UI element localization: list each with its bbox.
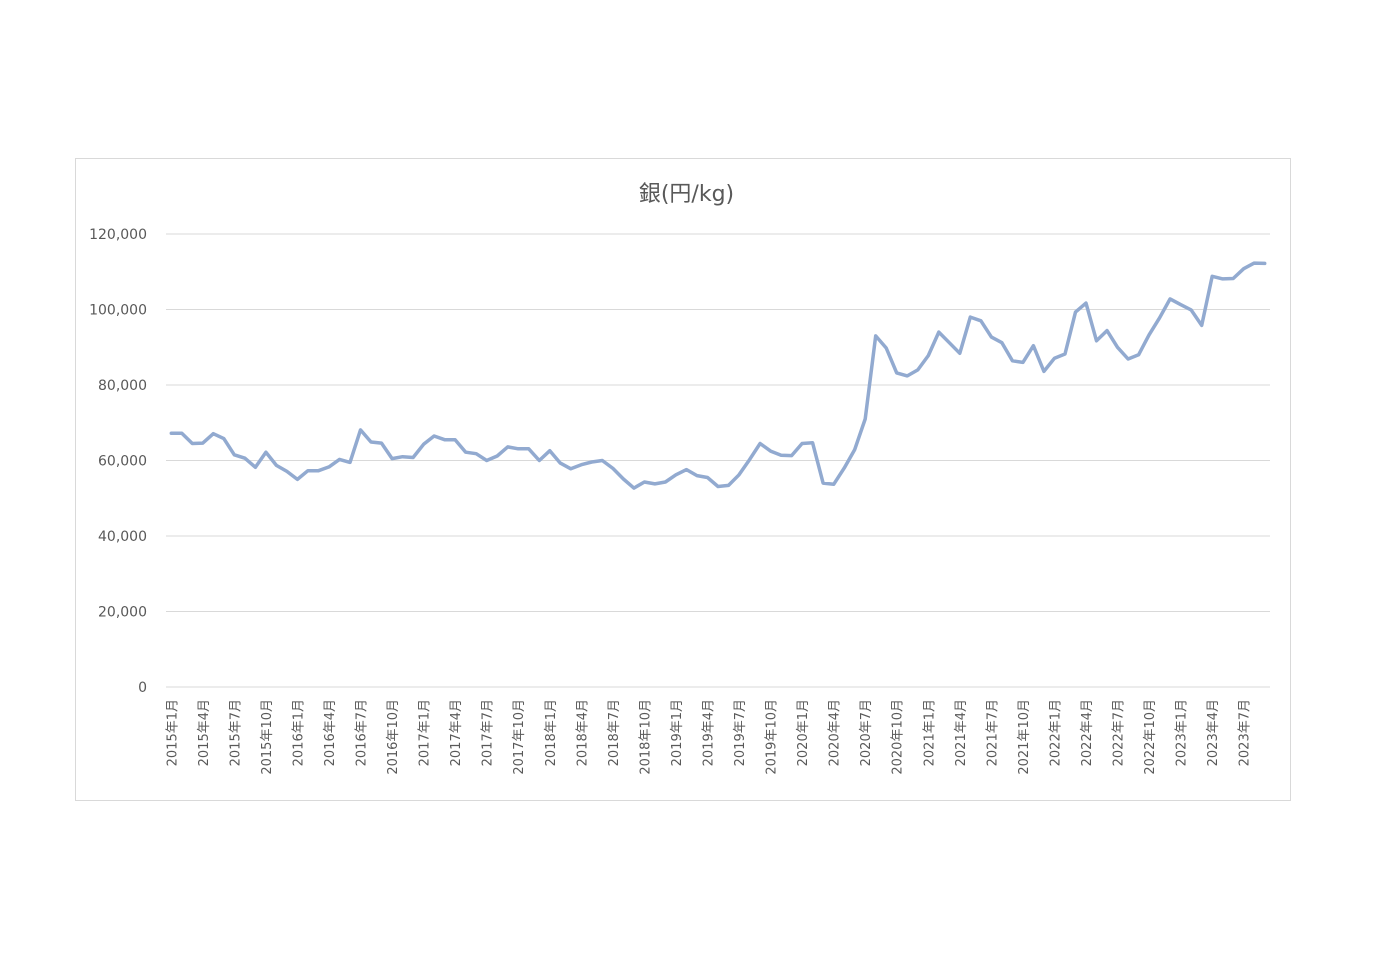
x-tick-label: 2015年4月 (197, 699, 212, 766)
x-tick-label: 2022年7月 (1112, 699, 1127, 766)
x-axis-ticks: 2015年1月 2015年4月 2015年7月 2015年10月 2016年1月 2016… (165, 699, 1252, 775)
x-tick-label: 2016年10月 (386, 699, 401, 775)
series-line (169, 261, 1267, 490)
x-tick-label: 2021年7月 (985, 699, 1000, 766)
x-tick-label: 2021年1月 (922, 699, 937, 766)
x-tick-label: 2019年4月 (701, 699, 716, 766)
y-tick-label: 60,000 (98, 454, 147, 470)
x-tick-label: 2016年1月 (291, 699, 306, 766)
x-tick-label: 2017年7月 (481, 699, 496, 766)
x-tick-label: 2020年7月 (859, 699, 874, 766)
chart-area (75, 158, 1291, 801)
y-tick-label: 100,000 (89, 303, 147, 319)
y-tick-label: 120,000 (89, 227, 147, 243)
x-tick-label: 2018年7月 (607, 699, 622, 766)
x-tick-label: 2015年10月 (260, 699, 275, 775)
y-tick-label: 40,000 (98, 529, 147, 545)
chart-title: 銀(円/kg) (638, 182, 735, 207)
series-group (169, 261, 1267, 490)
x-tick-label: 2018年4月 (575, 699, 590, 766)
x-tick-label: 2023年1月 (1175, 699, 1190, 766)
x-tick-label: 2017年10月 (512, 699, 527, 775)
x-tick-label: 2017年4月 (449, 699, 464, 766)
x-tick-label: 2019年10月 (765, 699, 780, 775)
y-tick-label: 20,000 (98, 605, 147, 621)
x-tick-label: 2023年4月 (1206, 699, 1221, 766)
x-tick-label: 2020年4月 (828, 699, 843, 766)
y-tick-label: 80,000 (98, 378, 147, 394)
x-tick-label: 2023年7月 (1238, 699, 1253, 766)
x-tick-label: 2018年10月 (638, 699, 653, 775)
x-tick-label: 2019年1月 (670, 699, 685, 766)
x-tick-label: 2022年10月 (1143, 699, 1158, 775)
x-tick-label: 2015年1月 (165, 699, 180, 766)
y-axis-ticks: 0 20,000 40,000 60,000 80,000 100,000 120,000 (89, 227, 147, 696)
x-tick-label: 2021年4月 (954, 699, 969, 766)
y-tick-label: 0 (138, 680, 147, 696)
x-tick-label: 2020年10月 (891, 699, 906, 775)
x-tick-label: 2015年7月 (228, 699, 243, 766)
x-tick-label: 2016年4月 (323, 699, 338, 766)
x-tick-label: 2021年10月 (1017, 699, 1032, 775)
x-tick-label: 2022年4月 (1080, 699, 1095, 766)
x-tick-label: 2020年1月 (796, 699, 811, 766)
x-tick-label: 2017年1月 (418, 699, 433, 766)
x-tick-label: 2018年1月 (544, 699, 559, 766)
gridlines (166, 233, 1270, 612)
x-tick-label: 2016年7月 (355, 699, 370, 766)
x-tick-label: 2022年1月 (1048, 699, 1063, 766)
x-tick-label: 2019年7月 (733, 699, 748, 766)
